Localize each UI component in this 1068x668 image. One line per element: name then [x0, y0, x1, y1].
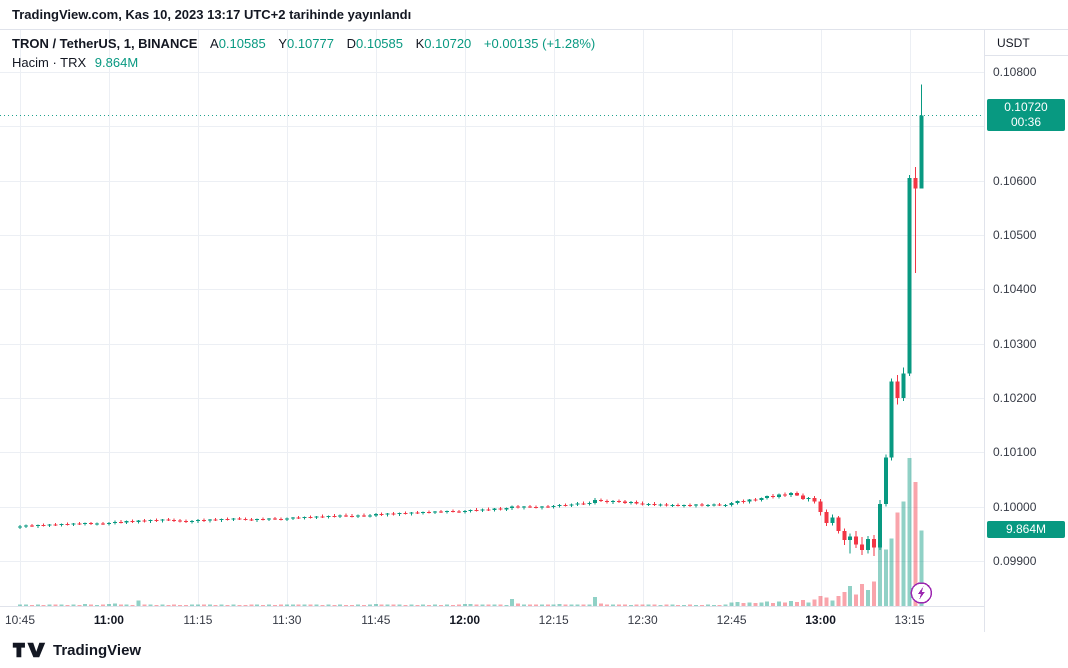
- legend-volume-row: Hacim · TRX 9.864M: [12, 53, 595, 72]
- price-axis-label: 0.10800: [993, 64, 1037, 79]
- chart-area: TRON / TetherUS, 1, BINANCE A0.10585 Y0.…: [0, 30, 1068, 632]
- time-axis-label: 11:45: [361, 613, 391, 627]
- volume-badge: 9.864M: [987, 521, 1065, 539]
- grid-layer: [0, 30, 984, 606]
- bar-countdown: 00:36: [1010, 115, 1042, 130]
- publish-bar: TradingView.com, Kas 10, 2023 13:17 UTC+…: [0, 0, 1068, 30]
- tradingview-logo-icon[interactable]: [12, 641, 46, 659]
- footer: TradingView: [0, 632, 1068, 668]
- candles-layer: [18, 84, 924, 557]
- change-value: +0.00135 (+1.28%): [483, 36, 596, 51]
- ohlc-open-label: A: [210, 36, 219, 51]
- brand-text[interactable]: TradingView: [53, 641, 142, 659]
- volume-layer: [18, 458, 924, 606]
- ohlc-high-value: 0.10777: [286, 36, 334, 51]
- ohlc-open-field: A0.10585: [210, 36, 266, 51]
- last-price-badge: 0.10720 00:36: [987, 99, 1065, 132]
- time-axis-label: 12:15: [538, 613, 569, 627]
- chart-pane[interactable]: [0, 30, 984, 606]
- lightning-icon[interactable]: [910, 582, 933, 604]
- ohlc-close-label: K: [415, 36, 425, 51]
- volume-value: 9.864M: [94, 55, 139, 70]
- ohlc-close-value: 0.10720: [424, 36, 472, 51]
- price-axis[interactable]: USDT 0.10720 00:36 9.864M 0.108000.10700…: [984, 30, 1068, 632]
- legend: TRON / TetherUS, 1, BINANCE A0.10585 Y0.…: [12, 34, 595, 72]
- price-axis-label: 0.10500: [993, 227, 1037, 242]
- last-price: 0.10720: [1004, 100, 1048, 115]
- price-axis-label: 0.10100: [993, 445, 1037, 460]
- time-axis[interactable]: 10:45 11:00 11:15 11:30 11:45 12:00 12:15 12:30…: [0, 606, 984, 632]
- ohlc-low-field: D0.10585: [347, 36, 403, 51]
- legend-symbol-row: TRON / TetherUS, 1, BINANCE A0.10585 Y0.…: [12, 34, 595, 53]
- time-axis-label: 11:00: [93, 613, 124, 627]
- price-axis-label: 0.10600: [993, 173, 1037, 188]
- symbol-title[interactable]: TRON / TetherUS, 1, BINANCE: [12, 36, 198, 51]
- time-axis-label: 11:15: [183, 613, 213, 627]
- publish-text: TradingView.com, Kas 10, 2023 13:17 UTC+…: [12, 7, 412, 22]
- price-axis-label: 0.10300: [993, 336, 1037, 351]
- volume-label: Hacim · TRX: [12, 55, 87, 70]
- ohlc-low-label: D: [346, 36, 356, 51]
- time-axis-label: 10:45: [4, 613, 36, 627]
- ohlc-high-field: Y0.10777: [278, 36, 334, 51]
- ohlc-close-field: K0.10720: [416, 36, 472, 51]
- ohlc-open-value: 0.10585: [218, 36, 266, 51]
- time-axis-label: 13:15: [894, 613, 925, 627]
- ohlc-high-label: Y: [278, 36, 287, 51]
- time-axis-label: 13:00: [805, 613, 836, 627]
- time-axis-label: 12:30: [627, 613, 658, 627]
- price-axis-label: 0.09900: [993, 553, 1037, 568]
- time-axis-label: 12:45: [716, 613, 747, 627]
- time-axis-label: 11:30: [272, 613, 302, 627]
- currency-unit-label: USDT: [997, 35, 1030, 50]
- price-axis-label: 0.10400: [993, 282, 1037, 297]
- time-axis-label: 12:00: [449, 613, 481, 627]
- price-axis-label: 0.10000: [993, 499, 1037, 514]
- price-axis-unit[interactable]: USDT: [985, 30, 1068, 56]
- price-axis-label: 0.10200: [993, 390, 1037, 405]
- ohlc-low-value: 0.10585: [356, 36, 403, 51]
